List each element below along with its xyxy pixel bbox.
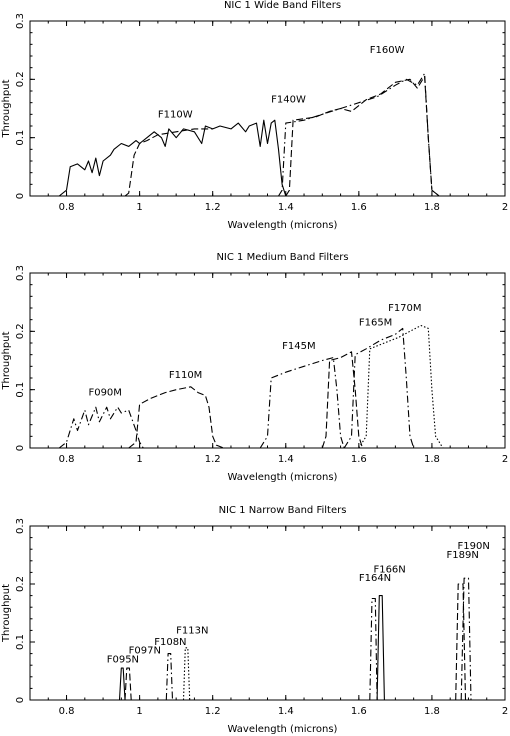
filter-label: F170M bbox=[388, 303, 421, 314]
series-line-f145m bbox=[259, 357, 345, 449]
x-tick-label: 1.8 bbox=[424, 202, 440, 213]
chart-wide-band: NIC 1 Wide Band Filters 0.8 1 1.2 1.4 1.6 1.8 2… bbox=[1, 0, 508, 231]
y-tick-label: 0 bbox=[15, 193, 26, 199]
filter-label: F166N bbox=[373, 564, 405, 575]
series-line-f190n bbox=[460, 577, 472, 701]
x-tick-label: 0.8 bbox=[59, 454, 75, 465]
series-line-f140w bbox=[278, 72, 440, 197]
x-tick-label: 1.4 bbox=[278, 706, 294, 717]
filter-label: F160W bbox=[370, 45, 405, 56]
x-axis-label: Wavelength (microns) bbox=[228, 472, 338, 483]
series-line-unlabeled-4 bbox=[343, 327, 415, 449]
x-tick-label: 0.8 bbox=[59, 202, 75, 213]
y-tick-label: 0.2 bbox=[15, 576, 26, 592]
x-axis-label: Wavelength (microns) bbox=[228, 724, 338, 735]
series-line-f113n bbox=[182, 647, 191, 701]
series-line-f108n bbox=[165, 653, 174, 701]
filter-label: F108N bbox=[154, 637, 186, 648]
y-tick-label: 0.2 bbox=[15, 323, 26, 339]
filter-label: F189N bbox=[447, 550, 479, 561]
x-tick-label: 1.8 bbox=[424, 706, 440, 717]
filter-label: F164N bbox=[359, 573, 391, 584]
x-tick-label: 1 bbox=[136, 454, 142, 465]
x-tick-label: 2 bbox=[502, 454, 508, 465]
x-tick-label: 1.6 bbox=[351, 706, 367, 717]
x-tick-label: 0.8 bbox=[59, 706, 75, 717]
filter-label: F110M bbox=[169, 370, 202, 381]
chart-narrow-band: NIC 1 Narrow Band Filters 0.8 1 1.2 1.4 1.6 1.… bbox=[1, 505, 508, 735]
x-tick-label: 1.6 bbox=[351, 454, 367, 465]
x-tick-label: 1.6 bbox=[351, 202, 367, 213]
y-tick-label: 0.3 bbox=[15, 13, 26, 29]
filter-label: F095N bbox=[107, 654, 139, 665]
y-tick-label: 0.1 bbox=[15, 382, 26, 398]
y-tick-label: 0.3 bbox=[15, 265, 26, 281]
series-line-unlabeled-3 bbox=[124, 128, 213, 197]
filter-label: F097N bbox=[129, 646, 161, 657]
series-line-f166n bbox=[376, 595, 385, 701]
series-line-f097n bbox=[124, 667, 132, 701]
chart-title: NIC 1 Narrow Band Filters bbox=[219, 505, 347, 516]
x-tick-label: 1 bbox=[136, 706, 142, 717]
x-axis-label: Wavelength (microns) bbox=[228, 220, 338, 231]
x-tick-label: 1.2 bbox=[205, 202, 221, 213]
filter-label: F165M bbox=[359, 318, 392, 329]
x-tick-label: 1.2 bbox=[205, 706, 221, 717]
x-tick-label: 1.4 bbox=[278, 202, 294, 213]
filter-label: F190N bbox=[458, 541, 490, 552]
filter-label: F110W bbox=[158, 109, 193, 120]
x-tick-label: 1.2 bbox=[205, 454, 221, 465]
y-tick-label: 0.3 bbox=[15, 518, 26, 534]
filter-label: F140W bbox=[271, 95, 306, 106]
series-line-f160w bbox=[285, 75, 440, 197]
y-tick-label: 0 bbox=[15, 697, 26, 703]
y-tick-label: 0 bbox=[15, 445, 26, 451]
plot-frame bbox=[29, 525, 506, 701]
y-tick-label: 0.1 bbox=[15, 634, 26, 650]
x-tick-label: 1.8 bbox=[424, 454, 440, 465]
y-tick-label: 0.1 bbox=[15, 130, 26, 146]
x-tick-label: 2 bbox=[502, 706, 508, 717]
filter-label: F090M bbox=[88, 388, 121, 399]
x-tick-label: 1 bbox=[136, 202, 142, 213]
x-tick-label: 1.4 bbox=[278, 454, 294, 465]
series-line-f095n bbox=[118, 667, 126, 701]
plot-frame bbox=[29, 272, 506, 449]
chart-title: NIC 1 Wide Band Filters bbox=[224, 0, 341, 11]
series-line-f189n bbox=[455, 583, 467, 701]
series-line-f110m bbox=[128, 386, 224, 449]
chart-medium-band: NIC 1 Medium Band Filters 0.8 1 1.2 1.4 1.6 1.… bbox=[1, 252, 508, 483]
y-axis-label: Throughput bbox=[1, 79, 12, 138]
y-axis-label: Throughput bbox=[1, 331, 12, 390]
filter-label: F145M bbox=[282, 341, 315, 352]
series-line-f110w bbox=[58, 119, 287, 197]
y-tick-label: 0.2 bbox=[15, 71, 26, 87]
filter-label: F113N bbox=[176, 625, 208, 636]
series-line-f170m bbox=[358, 324, 444, 449]
series-line-f164n bbox=[369, 597, 378, 701]
y-axis-label: Throughput bbox=[1, 584, 12, 643]
chart-title: NIC 1 Medium Band Filters bbox=[216, 252, 348, 263]
series-line-f165m bbox=[321, 351, 364, 449]
x-tick-label: 2 bbox=[502, 202, 508, 213]
series-line-f090m bbox=[58, 406, 144, 449]
